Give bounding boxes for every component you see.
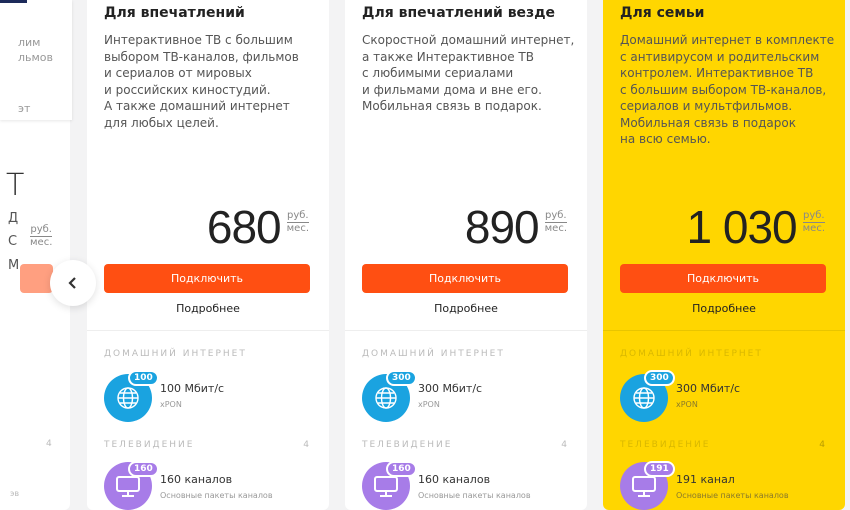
card-title: Для семьи <box>620 5 705 21</box>
left-partial-text: эт <box>18 102 31 115</box>
section-label-tv: ТЕЛЕВИДЕНИЕ <box>362 440 453 450</box>
connect-button[interactable]: Подключить <box>362 264 568 293</box>
price: 890 руб. мес. <box>465 200 567 254</box>
details-link[interactable]: Подробнее <box>692 302 756 315</box>
chevron-left-icon <box>68 277 76 289</box>
channel-packages: Основные пакеты каналов <box>676 491 789 500</box>
tv-icon <box>116 476 140 497</box>
price-value: 1 030 <box>686 201 798 253</box>
speed-badge: 300 <box>386 370 417 386</box>
card-description: Домашний интернет в комплекте с антивиру… <box>620 33 835 146</box>
channel-packages: Основные пакеты каналов <box>160 491 273 500</box>
left-partial-top-box <box>0 0 72 120</box>
left-partial-bar <box>0 0 27 3</box>
divider <box>345 330 587 331</box>
tv-icon <box>374 476 398 497</box>
details-link[interactable]: Подробнее <box>176 302 240 315</box>
price-value: 890 <box>464 201 540 253</box>
left-partial-text: С <box>8 234 18 249</box>
technology: xPON <box>676 400 698 409</box>
left-partial-text: Д <box>8 211 19 226</box>
channels-badge: 160 <box>128 461 159 477</box>
card-description: Интерактивное ТВ с большим выбором ТВ-ка… <box>104 33 299 130</box>
left-partial-text: льмов <box>18 51 54 64</box>
section-label-tv: ТЕЛЕВИДЕНИЕ <box>104 440 195 450</box>
tariff-card: Для впечатлений Интерактивное ТВ с больш… <box>87 0 329 510</box>
globe-icon <box>633 387 655 409</box>
technology: xPON <box>418 400 440 409</box>
details-link[interactable]: Подробнее <box>434 302 498 315</box>
channels-value: 160 каналов <box>418 473 491 486</box>
tv-count: 4 <box>561 440 567 450</box>
left-partial-text: эв <box>10 489 20 498</box>
section-label-internet: ДОМАШНИЙ ИНТЕРНЕТ <box>104 349 247 359</box>
speed-value: 100 Мбит/с <box>160 382 225 395</box>
price: 1 030 руб. мес. <box>686 200 825 254</box>
internet-icon <box>104 374 152 422</box>
price-value: 680 <box>206 201 282 253</box>
technology: xPON <box>160 400 182 409</box>
globe-icon <box>375 387 397 409</box>
price-unit: руб. мес. <box>544 210 567 234</box>
tv-count: 4 <box>303 440 309 450</box>
tv-count: 4 <box>819 440 825 450</box>
speed-badge: 300 <box>644 370 675 386</box>
price-unit: руб. мес. <box>286 210 309 234</box>
speed-badge: 100 <box>128 370 159 386</box>
card-title: Для впечатлений <box>104 5 245 21</box>
price-unit: руб. мес. <box>802 210 825 234</box>
speed-value: 300 Мбит/с <box>418 382 483 395</box>
section-label-tv: ТЕЛЕВИДЕНИЕ <box>620 440 711 450</box>
section-label-internet: ДОМАШНИЙ ИНТЕРНЕТ <box>620 349 763 359</box>
channels-value: 191 канал <box>676 473 735 486</box>
divider <box>87 330 329 331</box>
tv-icon <box>632 476 656 497</box>
channels-badge: 191 <box>644 461 675 477</box>
divider <box>603 330 845 331</box>
card-title: Для впечатлений везде <box>362 5 555 21</box>
left-partial-connect-button[interactable] <box>20 264 53 293</box>
card-description: Скоростной домашний интернет, а также Ин… <box>362 33 575 113</box>
left-partial-count: 4 <box>46 439 52 449</box>
connect-button[interactable]: Подключить <box>620 264 826 293</box>
left-partial-unit: руб. мес. <box>30 224 53 248</box>
tariff-card: Для впечатлений везде Скоростной домашни… <box>345 0 587 510</box>
speed-value: 300 Мбит/с <box>676 382 741 395</box>
connect-button[interactable]: Подключить <box>104 264 310 293</box>
channels-badge: 160 <box>386 461 417 477</box>
left-partial-text: лим <box>18 36 41 49</box>
left-partial-title: Т <box>6 168 25 203</box>
price: 680 руб. мес. <box>207 200 309 254</box>
channels-value: 160 каналов <box>160 473 233 486</box>
left-partial-text: М <box>8 258 20 273</box>
tariff-card: Для семьи Домашний интернет в комплекте … <box>603 0 845 510</box>
section-label-internet: ДОМАШНИЙ ИНТЕРНЕТ <box>362 349 505 359</box>
prev-button[interactable] <box>50 260 96 306</box>
channel-packages: Основные пакеты каналов <box>418 491 531 500</box>
globe-icon <box>117 387 139 409</box>
